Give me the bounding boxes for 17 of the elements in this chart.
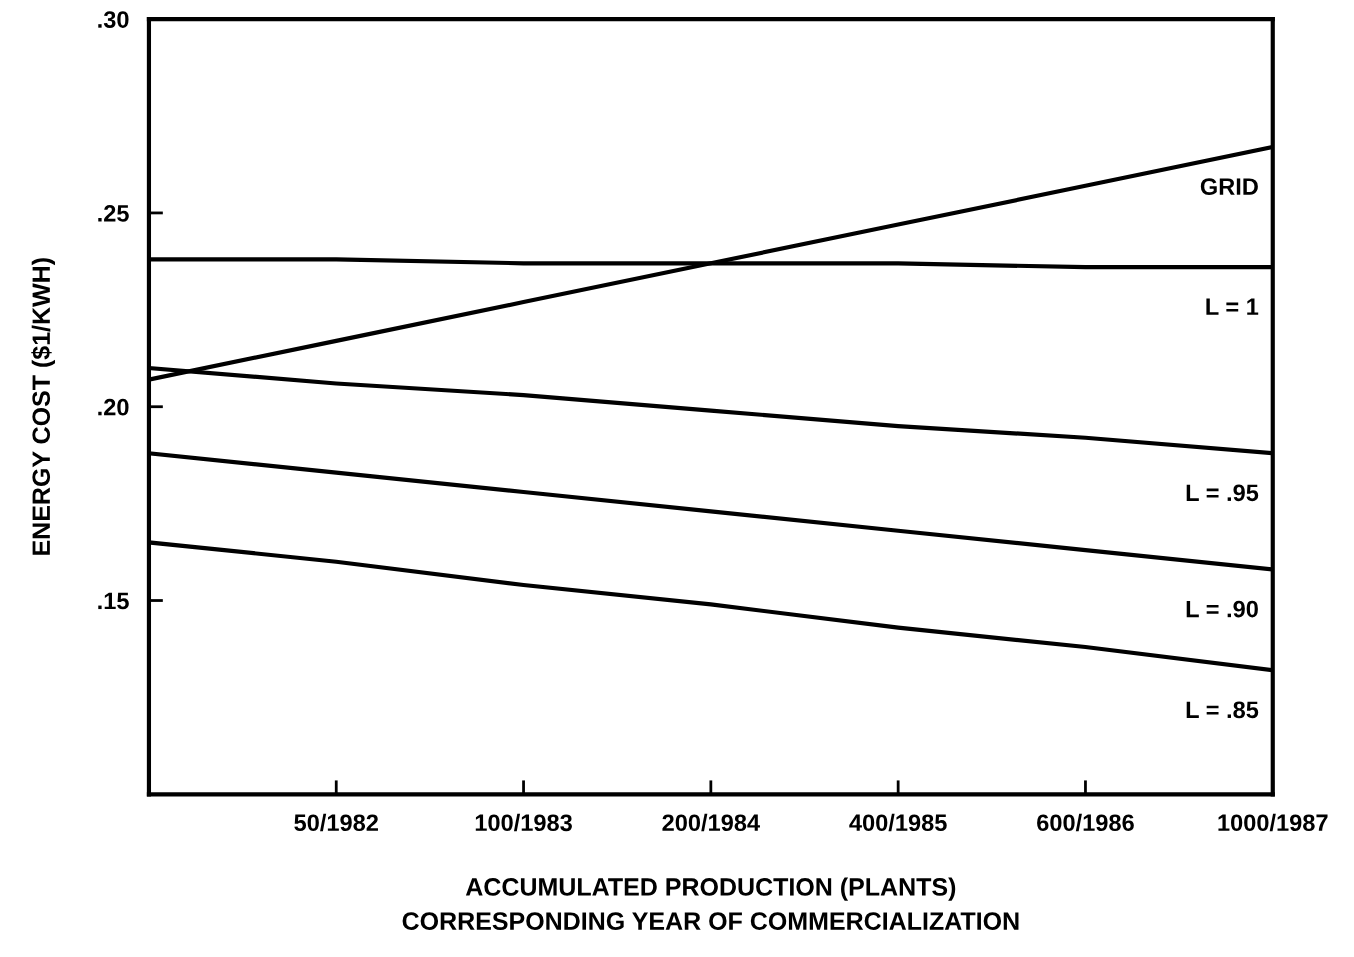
y-tick-label: .15 (98, 592, 129, 610)
y-axis-title: ENERGY COST ($1/KWH) (31, 258, 56, 555)
series-label: L = .95 (1186, 484, 1259, 502)
series-label: L = 1 (1206, 298, 1259, 315)
x-tick-label: 200/1984 (662, 813, 760, 832)
series-label: L = .90 (1186, 600, 1258, 618)
x-axis-title: ACCUMULATED PRODUCTION (PLANTS) CORRESPONDING YEAR OF COMMERCIALIZATION (402, 877, 1019, 930)
x-tick-label: 1000/1987 (1218, 813, 1328, 832)
x-tick-label: 50/1982 (294, 813, 378, 832)
x-tick-label: 400/1985 (849, 813, 947, 832)
series-label: L = .85 (1186, 701, 1259, 719)
series-label: GRID (1200, 178, 1258, 195)
y-tick-label: .25 (98, 205, 129, 222)
x-tick-label: 100/1983 (475, 813, 572, 832)
y-tick-label: .30 (98, 11, 129, 28)
y-tick-label: .20 (98, 398, 129, 416)
x-tick-label: 600/1986 (1037, 813, 1134, 832)
